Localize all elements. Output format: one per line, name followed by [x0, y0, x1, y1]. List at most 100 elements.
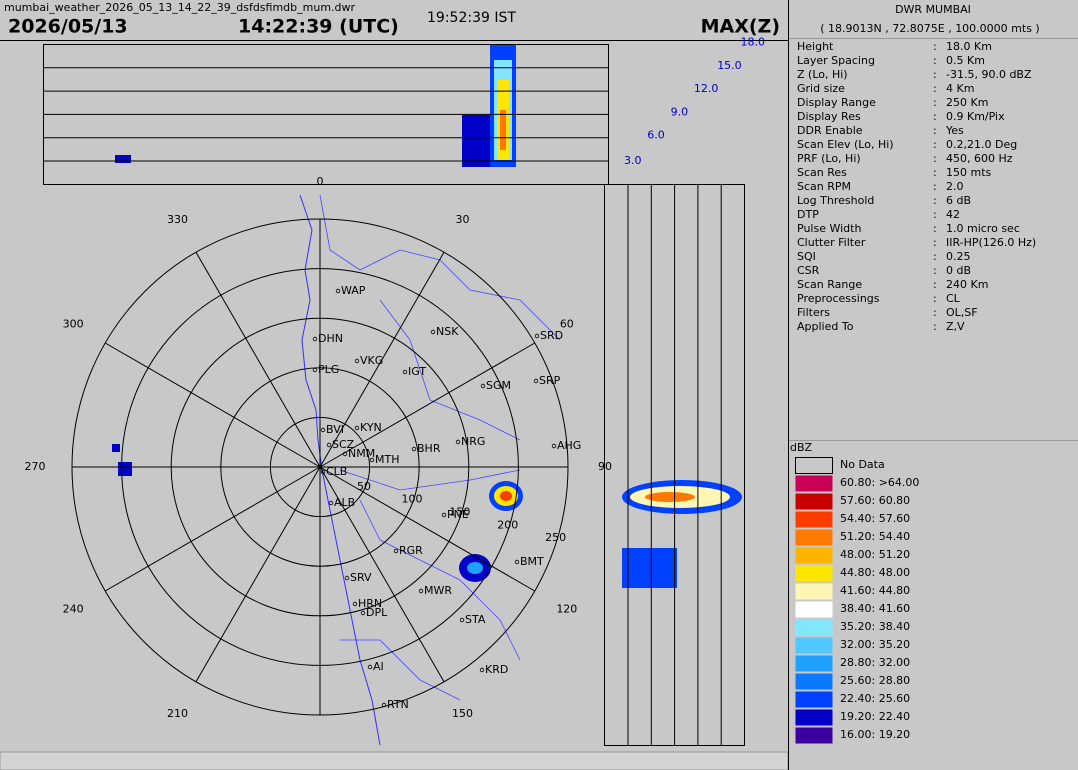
- place-label: STA: [465, 613, 486, 626]
- param-label: Scan Range: [797, 278, 862, 291]
- place-marker: [354, 358, 360, 364]
- legend-swatch: [795, 565, 833, 582]
- legend-label: No Data: [840, 458, 885, 471]
- place-marker: [328, 500, 334, 506]
- param-sep: :: [933, 292, 937, 305]
- param-value: 18.0 Km: [946, 40, 992, 53]
- azimuth-label: 300: [63, 318, 84, 331]
- place-label: WAP: [341, 284, 366, 297]
- utc-time: 14:22:39 (UTC): [238, 16, 399, 38]
- place-marker: [455, 439, 461, 445]
- param-label: Display Res: [797, 110, 861, 123]
- param-value: CL: [946, 292, 961, 305]
- place-marker: [367, 664, 373, 670]
- param-label: Pulse Width: [797, 222, 861, 235]
- param-sep: :: [933, 54, 937, 67]
- param-value: Yes: [945, 124, 964, 137]
- place-label: VKG: [360, 354, 383, 367]
- place-marker: [551, 443, 557, 449]
- place-label: NRG: [461, 435, 485, 448]
- place-label: SRV: [350, 571, 372, 584]
- place-label: SRP: [539, 374, 561, 387]
- place-label: HRN: [358, 597, 382, 610]
- param-label: Layer Spacing: [797, 54, 875, 67]
- place-label: IGT: [408, 365, 426, 378]
- azimuth-label: 30: [456, 213, 470, 226]
- param-value: -31.5, 90.0 dBZ: [946, 68, 1032, 81]
- place-label: KYN: [360, 421, 382, 434]
- param-value: 2.0: [946, 180, 964, 193]
- range-label: 50: [357, 480, 371, 493]
- place-label: AHG: [557, 439, 581, 452]
- range-label: 150: [449, 505, 470, 518]
- legend-swatch: [795, 457, 833, 474]
- legend-swatch: [795, 583, 833, 600]
- param-label: Preprocessings: [797, 292, 880, 305]
- param-value: 0.25: [946, 250, 971, 263]
- legend-swatch: [795, 655, 833, 672]
- param-value: 42: [946, 208, 960, 221]
- place-marker: [381, 702, 387, 708]
- param-sep: :: [933, 110, 937, 123]
- param-sep: :: [933, 124, 937, 137]
- param-sep: :: [933, 96, 937, 109]
- place-label: NSK: [436, 325, 459, 338]
- height-label: 18.0: [741, 36, 766, 49]
- azimuth-label: 330: [167, 213, 188, 226]
- place-marker: [514, 559, 520, 565]
- param-value: 240 Km: [946, 278, 988, 291]
- legend-label: 48.00: 51.20: [840, 548, 910, 561]
- azimuth-label: 60: [560, 318, 574, 331]
- legend-swatch: [795, 493, 833, 510]
- azimuth-label: 270: [25, 460, 46, 473]
- range-label: 200: [497, 518, 518, 531]
- echoes: [112, 45, 742, 588]
- azimuth-label: 90: [598, 460, 612, 473]
- param-label: SQI: [797, 250, 816, 263]
- station: DWR MUMBAI: [895, 3, 971, 16]
- legend-label: 51.20: 54.40: [840, 530, 910, 543]
- param-label: Applied To: [797, 320, 854, 333]
- param-value: 0 dB: [946, 264, 971, 277]
- place-marker: [360, 610, 366, 616]
- param-value: 0.2,21.0 Deg: [946, 138, 1017, 151]
- place-marker: [354, 425, 360, 431]
- legend-label: 25.60: 28.80: [840, 674, 910, 687]
- legend-title: dBZ: [790, 441, 813, 454]
- place-label: KRD: [485, 663, 508, 676]
- place-label: MTH: [375, 453, 399, 466]
- place-marker: [326, 442, 332, 448]
- param-sep: :: [933, 40, 937, 53]
- legend-swatch: [795, 619, 833, 636]
- place-marker: [479, 667, 485, 673]
- param-sep: :: [933, 166, 937, 179]
- place-label: NMM: [348, 447, 375, 460]
- azimuth-label: 120: [556, 603, 577, 616]
- date: 2026/05/13: [8, 16, 128, 38]
- legend-label: 38.40: 41.60: [840, 602, 910, 615]
- param-value: 0.5 Km: [946, 54, 985, 67]
- spoke: [104, 342, 321, 468]
- spoke: [319, 466, 445, 683]
- place-label: SGM: [486, 379, 511, 392]
- place-label: PLG: [318, 363, 339, 376]
- place-marker: [459, 617, 465, 623]
- param-sep: :: [933, 180, 937, 193]
- param-label: Clutter Filter: [797, 236, 866, 249]
- param-label: DDR Enable: [797, 124, 863, 137]
- param-label: Height: [797, 40, 834, 53]
- place-label: MWR: [424, 584, 452, 597]
- azimuth-label: 240: [63, 603, 84, 616]
- param-sep: :: [933, 82, 937, 95]
- legend-label: 60.80: >64.00: [840, 476, 919, 489]
- legend-swatch: [795, 673, 833, 690]
- param-value: 250 Km: [946, 96, 988, 109]
- legend-label: 57.60: 60.80: [840, 494, 910, 507]
- param-sep: :: [933, 250, 937, 263]
- legend-label: 28.80: 32.00: [840, 656, 910, 669]
- legend-label: 16.00: 19.20: [840, 728, 910, 741]
- param-label: DTP: [797, 208, 819, 221]
- legend-swatch: [795, 691, 833, 708]
